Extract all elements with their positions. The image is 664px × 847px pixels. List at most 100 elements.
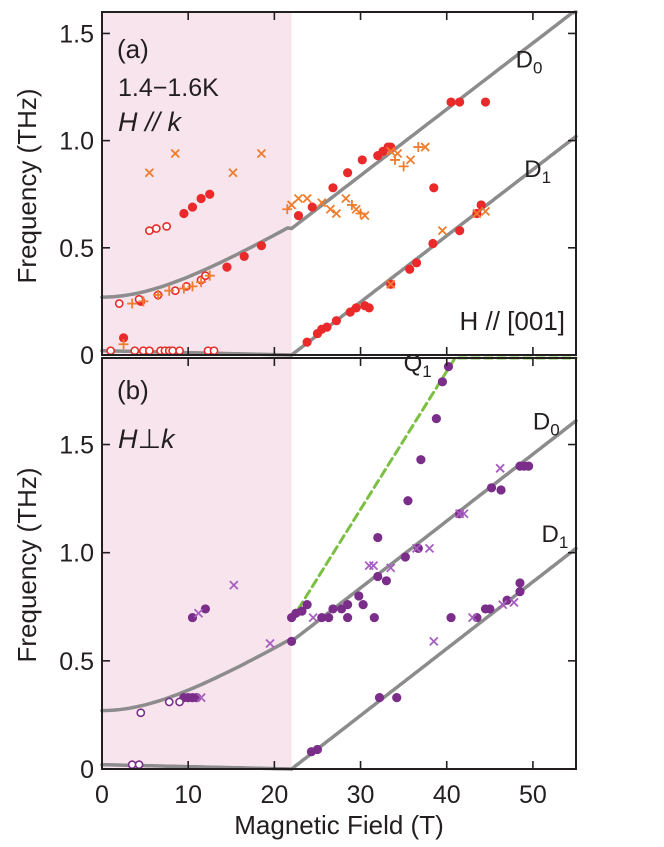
data-point-cross [498, 599, 508, 610]
panel-b-label: (b) [117, 375, 149, 405]
data-point-open [136, 708, 146, 718]
data-point-filled [351, 303, 361, 313]
data-point-cross [437, 226, 448, 236]
data-point-filled [392, 693, 402, 703]
curve-label-d0: D0 [533, 408, 560, 439]
data-point-filled [416, 455, 426, 465]
data-point-filled [374, 693, 385, 703]
data-point-cross [341, 193, 351, 204]
data-point-filled [302, 600, 312, 610]
panel-a-label: (a) [117, 34, 149, 64]
x-tick-label: 50 [519, 781, 547, 809]
x-tick-label: 10 [174, 781, 202, 809]
data-point-cross [364, 561, 374, 571]
data-point-cross [302, 193, 312, 204]
curve-d1 [289, 546, 578, 771]
data-point-cross [411, 543, 422, 553]
data-point-open [162, 221, 172, 231]
curve-d0 [100, 10, 578, 299]
data-point-plus [413, 142, 424, 153]
data-point-filled [480, 97, 491, 107]
data-point-filled [312, 744, 323, 755]
data-point-plus [398, 161, 409, 172]
data-point-filled [358, 600, 368, 610]
data-point-cross [405, 155, 416, 165]
data-point-cross [495, 463, 505, 473]
data-point-cross [325, 204, 336, 214]
data-point-filled [354, 591, 364, 601]
data-point-filled [364, 303, 374, 313]
data-point-filled [297, 606, 307, 616]
temperature-annotation: 1.4−1.6K [118, 74, 219, 102]
data-point-plus [118, 339, 129, 350]
data-point-filled [373, 532, 383, 543]
data-point-filled [118, 333, 129, 343]
y-tick-label: 0 [80, 756, 94, 784]
data-point-open [175, 697, 184, 707]
y-tick-label: 1.0 [59, 128, 94, 156]
data-point-filled [429, 183, 439, 193]
data-point-cross [386, 563, 396, 573]
data-point-cross [420, 142, 430, 152]
data-point-plus [187, 281, 198, 292]
data-point-cross [308, 612, 318, 623]
y-axis-label-b: Frequency (THz) [12, 467, 42, 662]
data-point-open [130, 346, 140, 356]
data-point-filled [428, 238, 438, 249]
curve-d0 [100, 419, 578, 713]
data-point-filled [293, 211, 304, 221]
data-point-filled [343, 168, 353, 178]
data-point-cross [429, 636, 439, 647]
data-point-filled [403, 496, 413, 506]
data-point-filled [411, 258, 422, 268]
data-point-plus [196, 277, 207, 288]
data-point-filled [343, 600, 353, 610]
panel-a-frame [101, 11, 577, 356]
y-tick-label: 1.0 [59, 540, 94, 568]
data-point-filled [222, 262, 232, 272]
data-point-filled [239, 251, 249, 261]
data-point-cross [144, 168, 155, 178]
data-point-filled [373, 571, 383, 582]
data-point-filled [486, 483, 497, 493]
data-point-cross [472, 208, 482, 219]
data-point-filled [200, 604, 211, 614]
data-point-filled [476, 200, 486, 210]
data-point-filled [343, 612, 353, 623]
data-point-cross [480, 206, 491, 217]
data-point-cross [170, 148, 180, 159]
data-point-filled [256, 241, 267, 251]
data-point-open [134, 760, 144, 770]
data-point-filled [455, 97, 465, 107]
data-point-plus [390, 154, 401, 165]
data-point-open [151, 224, 161, 233]
data-point-cross [256, 148, 267, 159]
data-point-filled [381, 576, 391, 586]
data-point-filled [524, 461, 534, 471]
data-point-plus [178, 283, 189, 294]
data-point-open [209, 346, 219, 356]
data-point-cross [467, 612, 478, 623]
y-tick-label: 0.5 [59, 648, 94, 676]
data-point-filled [328, 183, 338, 193]
data-point-cross [386, 146, 396, 156]
data-point-filled [287, 636, 297, 646]
x-tick-label: 40 [433, 781, 461, 809]
data-point-filled [324, 612, 334, 623]
geometry-annotation-b: H⊥k [118, 424, 176, 454]
data-point-cross [331, 208, 342, 219]
data-point-cross [229, 580, 239, 590]
data-point-filled [179, 208, 189, 219]
y-tick-label: 1.5 [59, 432, 94, 460]
data-point-filled [322, 322, 332, 332]
data-point-filled [515, 587, 525, 597]
y-tick-label: 0 [80, 342, 94, 370]
data-point-cross [293, 193, 304, 204]
data-point-plus [127, 298, 138, 309]
data-point-plus [164, 285, 175, 296]
data-point-filled [205, 189, 215, 199]
data-point-cross [351, 204, 361, 214]
data-point-filled [496, 485, 506, 495]
